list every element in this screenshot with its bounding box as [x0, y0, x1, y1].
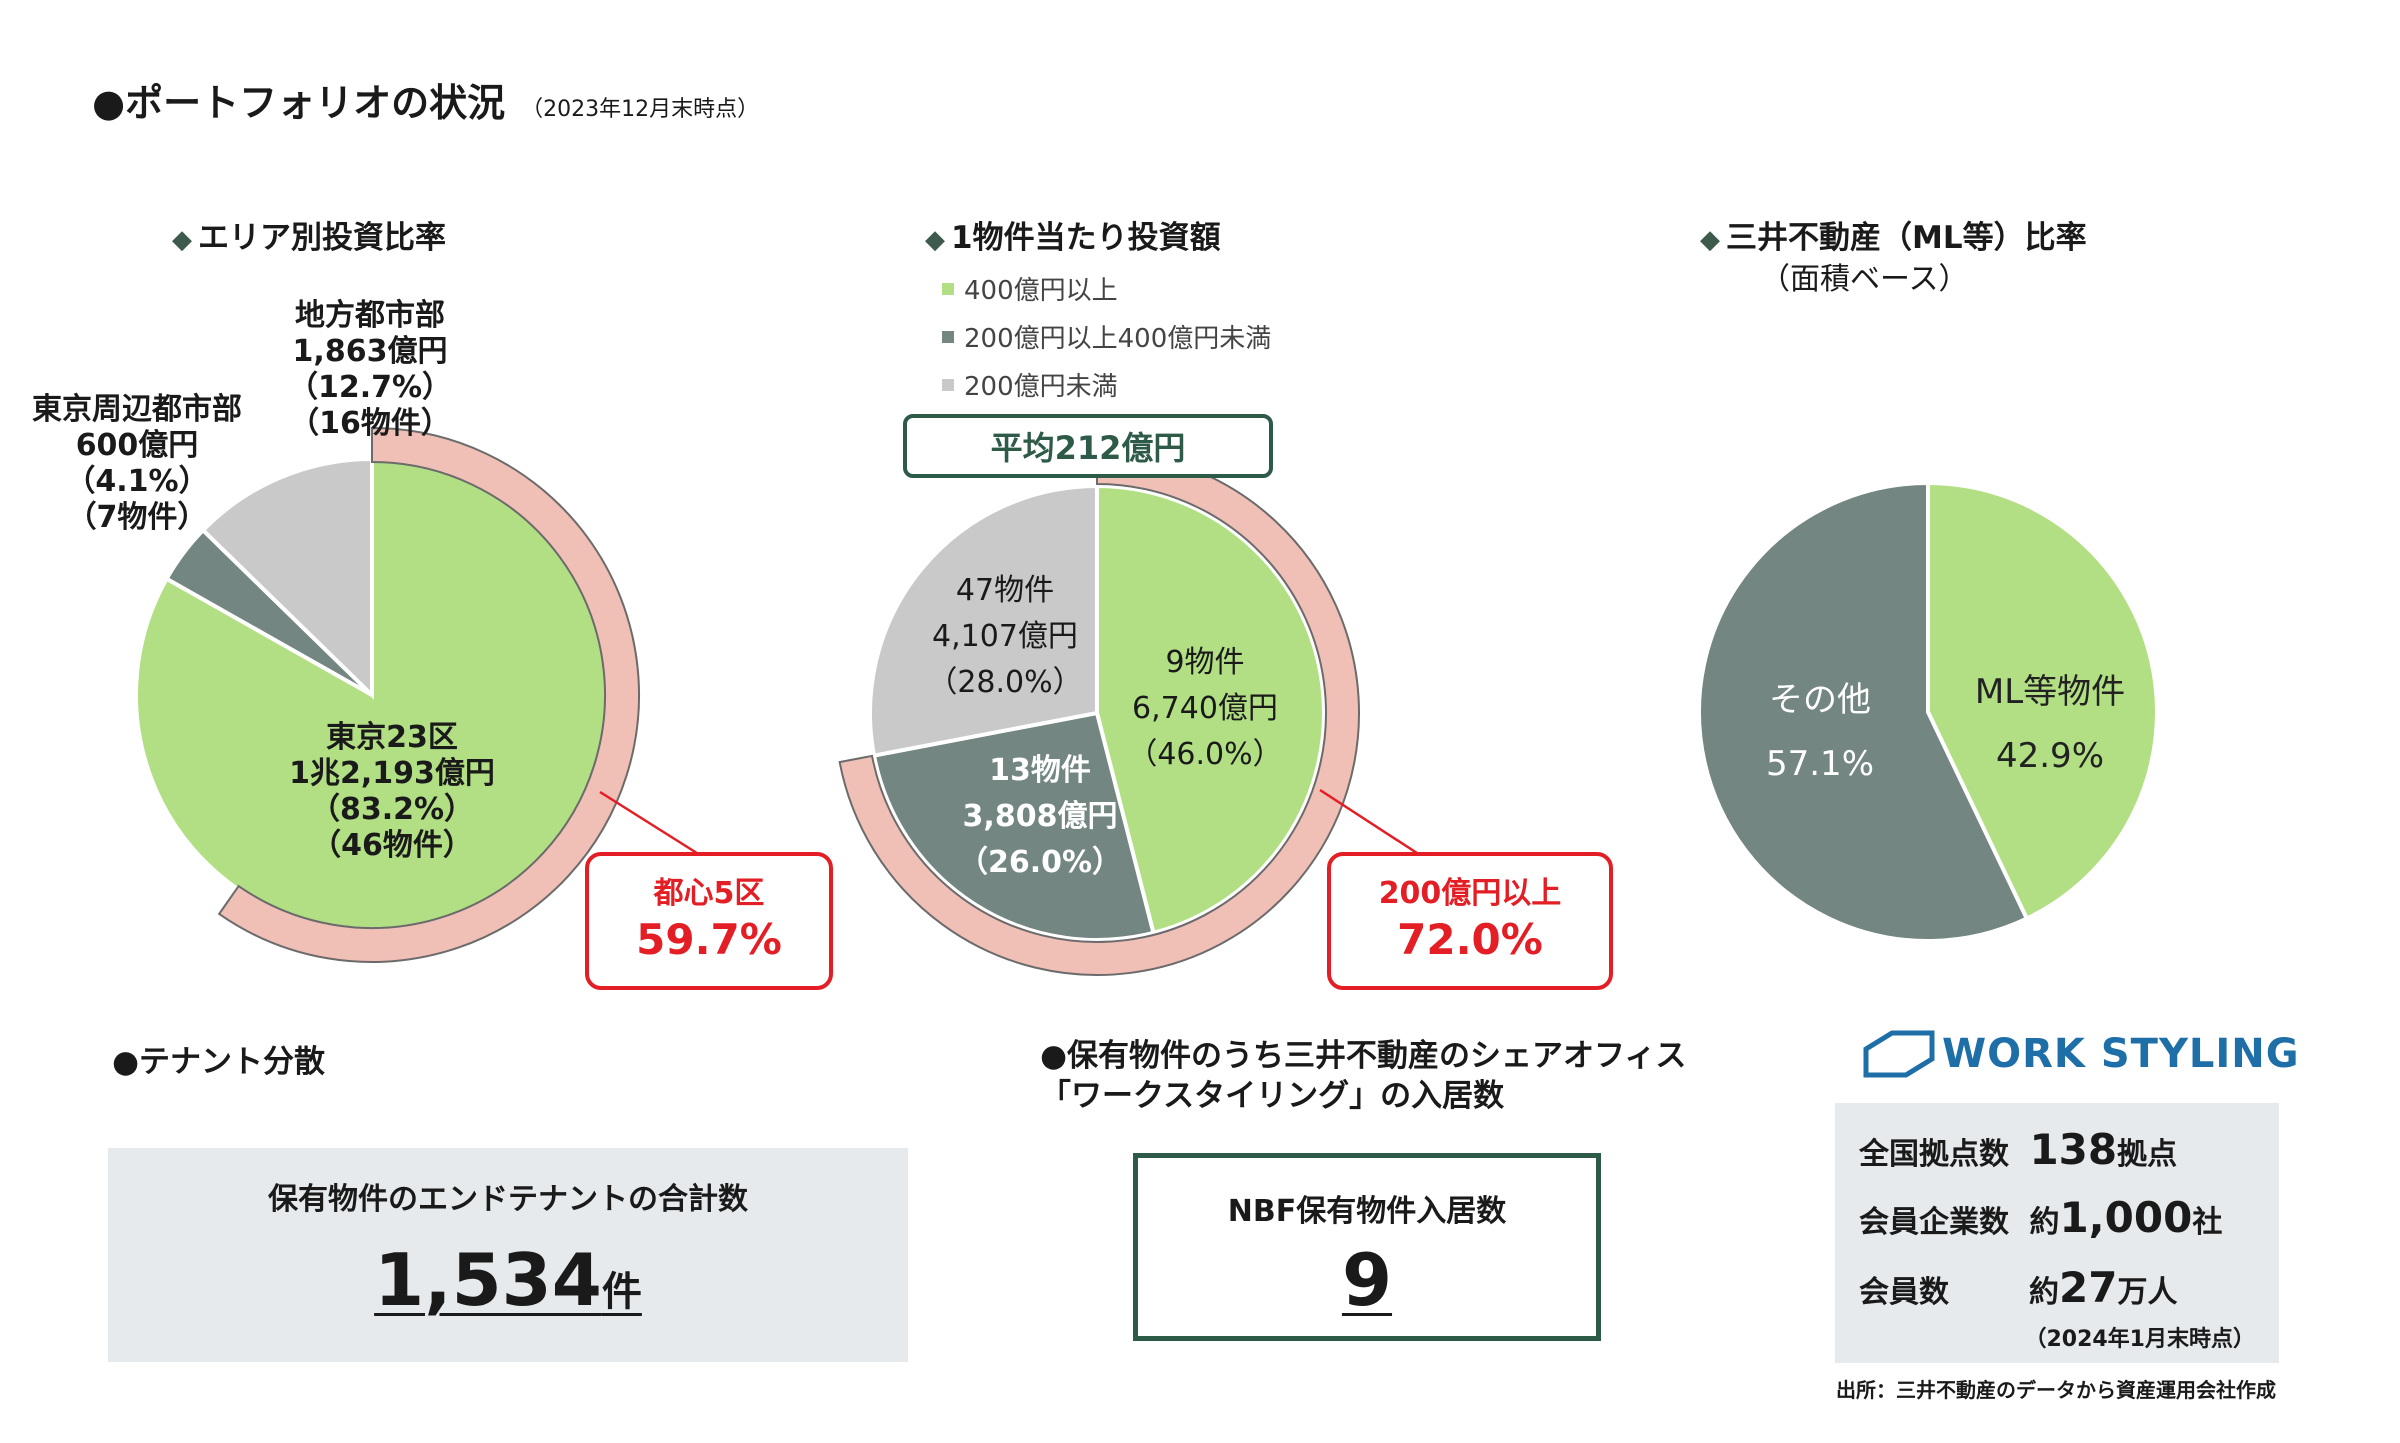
ml-label-other: その他 57.1% — [1765, 680, 1874, 784]
area-label-suburban: 東京周辺都市部 600億円 （4.1%） （7物件） — [32, 392, 242, 535]
area-chart-title: ◆ エリア別投資比率 — [172, 220, 446, 256]
legend-swatch — [942, 378, 954, 391]
ml-pie-chart — [1697, 480, 2159, 943]
title-text: ●ポートフォリオの状況 — [92, 81, 506, 125]
area-slice-2 — [200, 456, 374, 700]
source-note: 出所：三井不動産のデータから資産運用会社作成 — [1836, 1378, 2276, 1402]
legend-item-400plus: 400億円以上 — [942, 270, 1118, 307]
ml-label-ml: ML等物件 42.9% — [1974, 672, 2126, 776]
area-ring — [217, 426, 641, 963]
investment-chart-title: ◆ 1物件当たり投資額 — [925, 220, 1221, 256]
workstyling-logo: WORK STYLING — [1862, 1026, 2300, 1082]
tenant-box-label: 保有物件のエンドテナントの合計数 — [268, 1182, 748, 1217]
legend-swatch — [942, 282, 954, 295]
tenant-heading: ●テナント分散 — [112, 1044, 326, 1080]
ml-chart-subtitle: （面積ベース） — [1760, 262, 1969, 297]
nbf-count: 9 — [1341, 1238, 1393, 1322]
tenant-box: 保有物件のエンドテナントの合計数 1,534件 — [108, 1148, 908, 1362]
legend-item-under200: 200億円未満 — [942, 366, 1118, 403]
stat-row-members: 会員数 約27万人 — [1859, 1263, 2178, 1312]
stat-row-companies: 会員企業数 約1,000社 — [1859, 1193, 2223, 1242]
average-badge: 平均212億円 — [903, 414, 1273, 478]
diamond-icon: ◆ — [1700, 225, 1720, 255]
diamond-icon: ◆ — [925, 225, 945, 255]
tenant-count: 1,534件 — [374, 1238, 642, 1322]
investment-callout-leader — [1319, 788, 1421, 857]
hexagon-logo-icon — [1863, 1030, 1935, 1078]
title-date: （2023年12月末時点） — [521, 97, 760, 122]
workstyling-heading: ●保有物件のうち三井不動産のシェアオフィス 「ワークスタイリング」の入居数 — [1040, 1038, 1687, 1114]
investment-callout: 200億円以上 72.0% — [1327, 852, 1613, 990]
ml-chart-title: ◆ 三井不動産（ML等）比率 — [1700, 220, 2087, 256]
ml-slice-0 — [1926, 480, 2159, 922]
page-title: ●ポートフォリオの状況 （2023年12月末時点） — [92, 72, 759, 127]
area-label-tokyo23: 東京23区 1兆2,193億円 （83.2%） （46物件） — [289, 720, 495, 863]
stats-date-note: （2024年1月末時点） — [2024, 1327, 2255, 1352]
nbf-box-label: NBF保有物件入居数 — [1227, 1194, 1507, 1229]
invest-label-under200: 47物件 4,107億円 （28.0%） — [927, 573, 1083, 700]
invest-ring — [838, 449, 1360, 976]
legend-item-200-400: 200億円以上400億円未満 — [942, 318, 1271, 355]
workstyling-stats-box: 全国拠点数 138拠点 会員企業数 約1,000社 会員数 約27万人 （2024… — [1835, 1103, 2279, 1363]
invest-slice-1 — [871, 710, 1156, 942]
ml-slice-1 — [1697, 480, 2030, 943]
stat-row-locations: 全国拠点数 138拠点 — [1859, 1125, 2178, 1174]
area-callout-leader — [599, 790, 701, 857]
invest-slice-0 — [1095, 483, 1326, 936]
area-callout: 都心5区 59.7% — [585, 852, 833, 990]
area-label-regional: 地方都市部 1,863億円 （12.7%） （16物件） — [287, 298, 453, 441]
legend-swatch — [942, 330, 954, 343]
area-pie-chart — [134, 426, 641, 963]
invest-label-400plus: 9物件 6,740億円 （46.0%） — [1127, 645, 1283, 772]
investment-pie-chart — [838, 449, 1360, 976]
nbf-box: NBF保有物件入居数 9 — [1133, 1153, 1601, 1341]
diamond-icon: ◆ — [172, 225, 192, 255]
invest-label-200-400: 13物件 3,808億円 （26.0%） — [957, 753, 1123, 880]
invest-slice-2 — [868, 483, 1099, 758]
